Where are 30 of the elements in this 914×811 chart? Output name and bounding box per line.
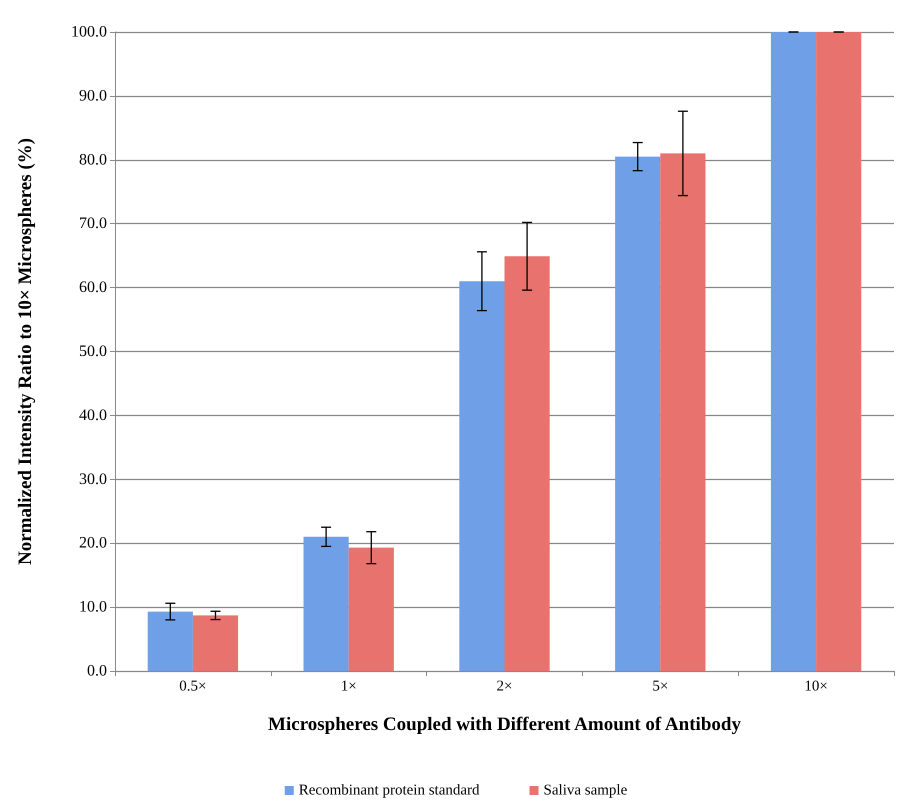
bar bbox=[504, 256, 550, 671]
bar bbox=[816, 32, 862, 671]
x-tick-label: 2× bbox=[496, 678, 512, 694]
y-tick-label: 0.0 bbox=[87, 662, 107, 680]
bar bbox=[660, 153, 706, 671]
x-axis-title: Microspheres Coupled with Different Amount of Antibody bbox=[268, 714, 742, 735]
bar bbox=[148, 612, 193, 671]
y-tick-label: 80.0 bbox=[79, 151, 107, 168]
y-tick-label: 60.0 bbox=[79, 279, 107, 296]
x-tick-label: 5× bbox=[652, 678, 668, 694]
bar bbox=[615, 156, 660, 671]
y-tick-label: 10.0 bbox=[79, 598, 107, 616]
bar bbox=[459, 281, 504, 671]
x-tick-label: 1× bbox=[340, 678, 357, 694]
bar bbox=[770, 32, 816, 671]
bar bbox=[192, 615, 238, 671]
y-tick-label: 20.0 bbox=[79, 534, 107, 552]
y-tick-label: 70.0 bbox=[79, 215, 107, 232]
x-tick-label: 0.5× bbox=[179, 678, 207, 694]
x-tick-label: 10× bbox=[804, 678, 828, 694]
legend-label: Recombinant protein standard bbox=[298, 782, 480, 798]
y-tick-label: 30.0 bbox=[79, 470, 107, 488]
legend-label: Saliva sample bbox=[544, 782, 628, 798]
y-tick-label: 90.0 bbox=[79, 87, 107, 104]
bar bbox=[304, 536, 349, 671]
y-tick-label: 100.0 bbox=[71, 24, 107, 40]
y-tick-label: 40.0 bbox=[79, 406, 107, 424]
y-tick-label: 50.0 bbox=[79, 343, 107, 360]
y-axis-title: Normalized Intensity Ratio to 10× Microspheres (%) bbox=[15, 138, 36, 566]
bar bbox=[348, 548, 394, 671]
